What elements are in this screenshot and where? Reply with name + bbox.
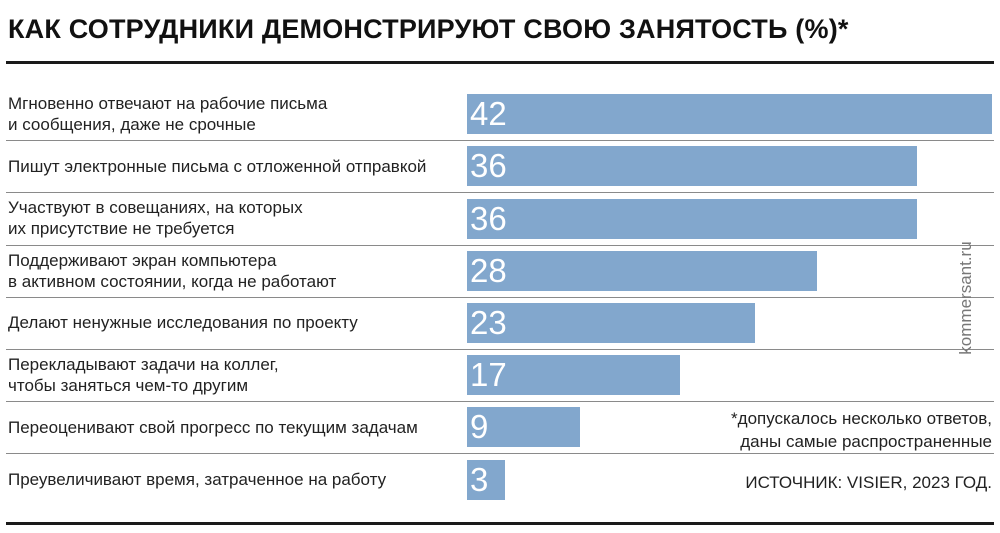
category-label: Участвуют в совещаниях, на которых их пр… — [8, 198, 303, 239]
row-separator — [6, 453, 994, 455]
footnote: *допускалось несколько ответов, даны сам… — [731, 409, 992, 451]
row-separator — [6, 401, 994, 403]
category-label: Делают ненужные исследования по проекту — [8, 313, 358, 333]
category-label: Пишут электронные письма с отложенной от… — [8, 156, 427, 176]
category-label: Перекладывают задачи на коллег, чтобы за… — [8, 355, 279, 395]
category-label: Поддерживают экран компьютера в активном… — [8, 250, 337, 291]
row-separator — [6, 140, 994, 142]
row-separator — [6, 192, 994, 194]
bar — [467, 198, 917, 239]
category-label: Преувеличивают время, затраченное на раб… — [8, 469, 387, 489]
bar-value-label: 42 — [470, 95, 507, 133]
source-note: ИСТОЧНИК: VISIER, 2023 ГОД. — [745, 473, 992, 492]
bottom-rule — [6, 522, 994, 525]
bar-value-label: 36 — [470, 199, 507, 237]
bar — [467, 250, 817, 291]
bar-value-label: 36 — [470, 147, 507, 185]
bar-value-label: 3 — [470, 460, 489, 498]
row-separator — [6, 349, 994, 350]
bar-value-label: 9 — [470, 408, 489, 446]
bar-value-label: 23 — [470, 303, 507, 341]
bar — [467, 94, 992, 135]
category-label: Мгновенно отвечают на рабочие письма и с… — [8, 94, 328, 134]
bar — [467, 459, 505, 500]
row-separator — [6, 244, 994, 246]
bar — [467, 302, 755, 343]
bar-value-label: 28 — [470, 251, 507, 289]
row-separator — [6, 296, 994, 298]
watermark: kommersant.ru — [956, 241, 975, 355]
top-rule — [6, 61, 994, 64]
bar — [467, 355, 680, 396]
bar — [467, 407, 580, 448]
chart-title: КАК СОТРУДНИКИ ДЕМОНСТРИРУЮТ СВОЮ ЗАНЯТО… — [8, 14, 849, 44]
category-label: Переоценивают свой прогресс по текущим з… — [8, 417, 418, 437]
bar-value-label: 17 — [470, 356, 507, 394]
bar — [467, 146, 917, 187]
